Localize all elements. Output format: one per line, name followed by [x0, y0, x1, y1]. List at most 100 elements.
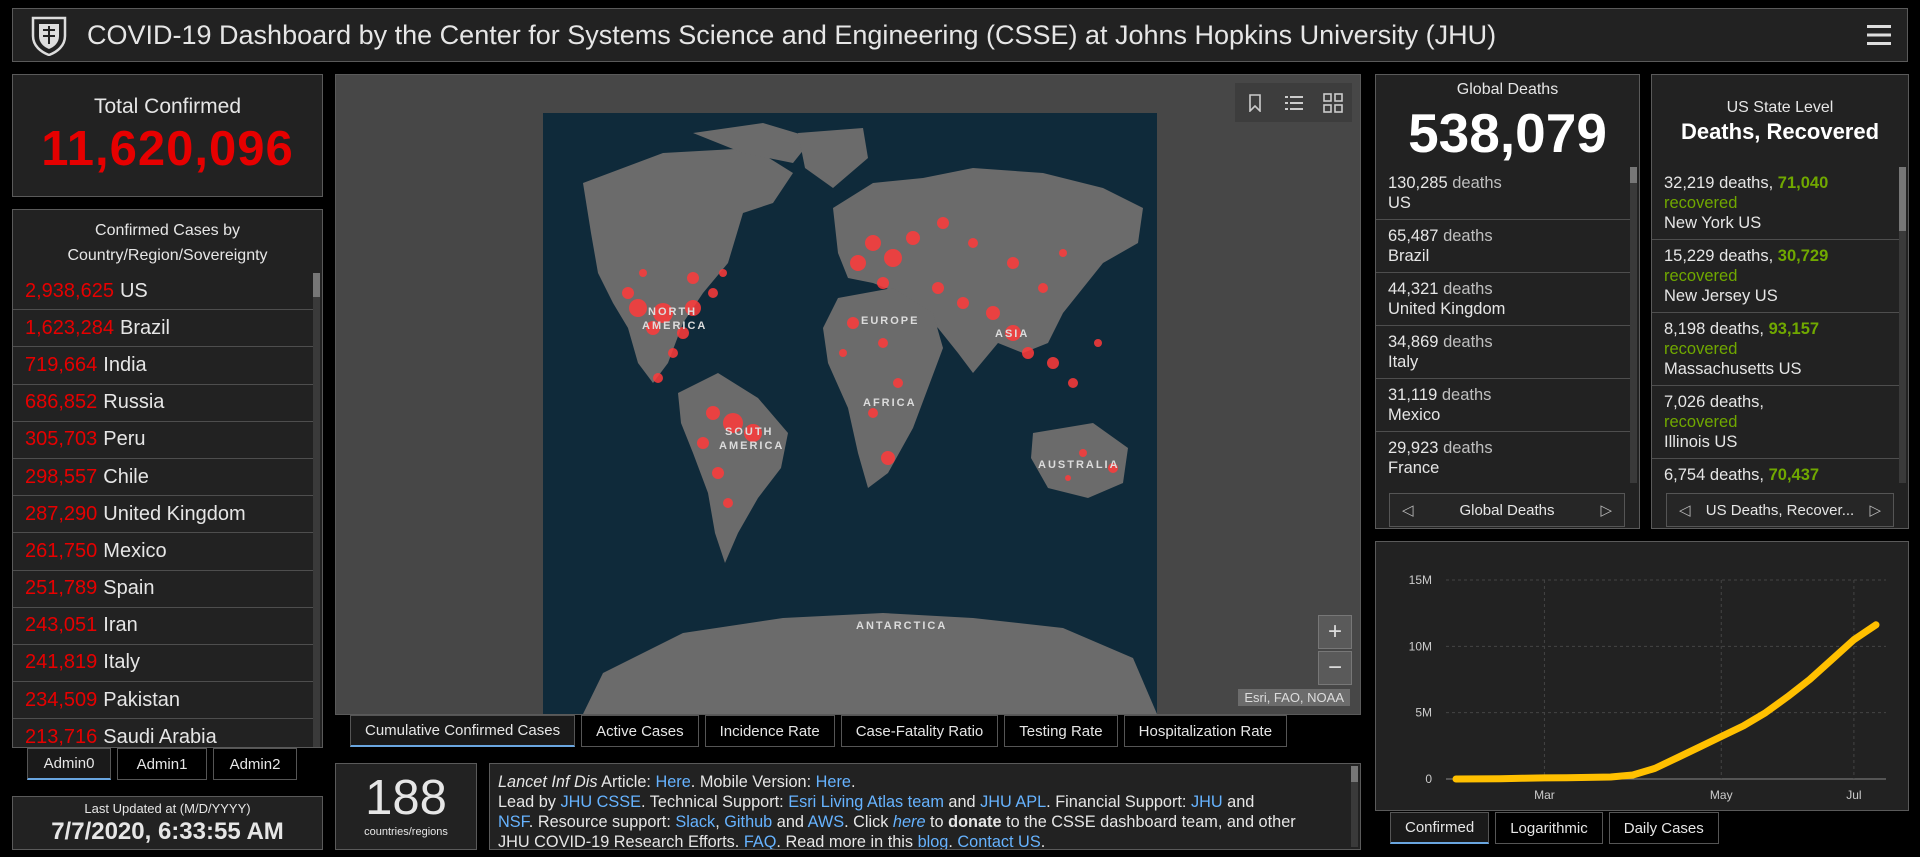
jhu-link[interactable]: JHU — [1190, 793, 1223, 811]
us-death-count: 15,229 — [1664, 247, 1715, 265]
death-location: United Kingdom — [1388, 300, 1506, 318]
us-state-row[interactable]: 8,198 deaths, 93,157 recovered Massachuset… — [1652, 313, 1901, 386]
tab-hospitalization-rate[interactable]: Hospitalization Rate — [1123, 715, 1288, 747]
country-row[interactable]: 213,716 Saudi Arabia — [13, 719, 315, 747]
country-row[interactable]: 305,703 Peru — [13, 422, 315, 459]
basemap-gallery-icon[interactable] — [1313, 83, 1352, 122]
country-confirmed-count: 213,716 — [25, 725, 98, 747]
chevron-right-icon[interactable]: ▷ — [1600, 502, 1612, 519]
death-row[interactable]: 130,285 deaths US — [1376, 167, 1632, 220]
contact-us-link[interactable]: Contact US — [957, 833, 1041, 850]
info-text: Lead by — [498, 793, 561, 811]
faq-link[interactable]: FAQ — [743, 833, 777, 850]
country-row[interactable]: 719,664 India — [13, 347, 315, 385]
hamburger-menu-icon[interactable] — [1865, 21, 1893, 49]
info-scroll-thumb[interactable] — [1351, 766, 1358, 782]
world-map-panel[interactable]: NORTH AMERICA SOUTH AMERICA EUROPE ASIA … — [335, 74, 1361, 715]
jhu-csse-link[interactable]: JHU CSSE — [560, 793, 641, 811]
chevron-right-icon[interactable]: ▷ — [1869, 502, 1881, 519]
death-row[interactable]: 34,869 deaths Italy — [1376, 326, 1632, 379]
info-text: . Technical Support: — [641, 793, 789, 811]
tab-case-fatality-ratio[interactable]: Case-Fatality Ratio — [840, 715, 999, 747]
country-row[interactable]: 234,509 Pakistan — [13, 682, 315, 720]
death-location: Mexico — [1388, 406, 1441, 424]
deaths-word: deaths — [1443, 333, 1493, 351]
us-state-name: New York US — [1664, 214, 1762, 232]
country-row[interactable]: 243,051 Iran — [13, 608, 315, 645]
aws-link[interactable]: AWS — [807, 813, 845, 831]
us-state-label: US State Level — [1726, 99, 1834, 116]
tab-admin2[interactable]: Admin2 — [213, 748, 297, 780]
chevron-left-icon[interactable]: ◁ — [1679, 502, 1691, 519]
us-state-row[interactable]: 7,026 deaths, recovered Illinois US — [1652, 386, 1901, 459]
us-list-scrollbar[interactable] — [1899, 167, 1906, 483]
info-text: . Mobile Version: — [690, 773, 816, 791]
global-deaths-label: Global Deaths — [1456, 81, 1559, 98]
bookmark-icon[interactable] — [1235, 83, 1274, 122]
deaths-list-scrollbar[interactable] — [1630, 167, 1637, 483]
map-toolbar — [1235, 83, 1352, 122]
deaths-word: deaths — [1452, 174, 1502, 192]
donate-here-link[interactable]: here — [892, 813, 926, 831]
country-name: Spain — [103, 577, 155, 600]
nsf-link[interactable]: NSF — [498, 813, 529, 831]
country-row[interactable]: 2,938,625 US — [13, 273, 315, 311]
tab-testing-rate[interactable]: Testing Rate — [1004, 715, 1118, 747]
x-tick-label: Jul — [1846, 788, 1861, 802]
death-row[interactable]: 31,119 deaths Mexico — [1376, 379, 1632, 432]
blog-link[interactable]: blog — [917, 833, 949, 850]
mobile-version-link[interactable]: Here — [815, 773, 851, 791]
tab-incidence-rate[interactable]: Incidence Rate — [704, 715, 835, 747]
country-row[interactable]: 686,852 Russia — [13, 385, 315, 422]
death-count: 29,923 — [1388, 439, 1439, 457]
country-row[interactable]: 1,623,284 Brazil — [13, 310, 315, 348]
confirmed-data-point — [1563, 774, 1570, 781]
death-count: 34,869 — [1388, 333, 1439, 351]
info-line-3: NSF. Resource support: Slack, Github and… — [498, 812, 1352, 832]
tab-cumulative-confirmed[interactable]: Cumulative Confirmed Cases — [350, 715, 576, 747]
y-tick-label: 5M — [1415, 706, 1432, 720]
us-state-row[interactable]: 6,754 deaths, 70,437recovered — [1652, 459, 1901, 483]
country-row[interactable]: 241,819 Italy — [13, 645, 315, 683]
article-link[interactable]: Here — [655, 773, 691, 791]
country-row[interactable]: 251,789 Spain — [13, 571, 315, 608]
world-map[interactable] — [543, 113, 1157, 714]
tab-active-cases[interactable]: Active Cases — [581, 715, 699, 747]
us-scroll-thumb[interactable] — [1899, 167, 1906, 231]
tab-admin1[interactable]: Admin1 — [117, 748, 207, 780]
zoom-in-button[interactable]: + — [1318, 615, 1352, 649]
tab-daily-cases[interactable]: Daily Cases — [1608, 812, 1719, 844]
chevron-left-icon[interactable]: ◁ — [1402, 502, 1414, 519]
us-death-count: 7,026 — [1664, 393, 1706, 411]
map-label-south-america-2: AMERICA — [719, 440, 785, 452]
slack-link[interactable]: Slack — [675, 813, 716, 831]
map-layer-tabbar: Cumulative Confirmed Cases Active Cases … — [350, 715, 1288, 747]
us-state-row[interactable]: 15,229 deaths, 30,729 recovered New Jersey… — [1652, 240, 1901, 313]
deaths-scroll-thumb[interactable] — [1630, 167, 1637, 183]
us-state-row[interactable]: 32,219 deaths, 71,040 recovered New York U… — [1652, 167, 1901, 240]
country-list-scrollbar[interactable] — [313, 273, 320, 747]
zoom-out-button[interactable]: − — [1318, 651, 1352, 685]
us-death-count: 6,754 — [1664, 466, 1706, 483]
confirmed-by-country-panel: Confirmed Cases by Country/Region/Sovere… — [12, 209, 323, 748]
info-text: . — [1040, 833, 1046, 850]
country-list-scroll-thumb[interactable] — [313, 273, 320, 297]
tab-confirmed[interactable]: Confirmed — [1390, 812, 1490, 844]
us-state-name: Massachusetts US — [1664, 360, 1802, 378]
country-row[interactable]: 261,750 Mexico — [13, 533, 315, 571]
confirmed-data-point — [1497, 775, 1504, 782]
info-text: JHU COVID-19 Research Efforts. — [498, 833, 744, 850]
info-scrollbar[interactable] — [1351, 766, 1358, 847]
jhu-apl-link[interactable]: JHU APL — [980, 793, 1047, 811]
death-row[interactable]: 65,487 deaths Brazil — [1376, 220, 1632, 273]
esri-living-atlas-link[interactable]: Esri Living Atlas team — [788, 793, 944, 811]
tab-logarithmic[interactable]: Logarithmic — [1495, 812, 1603, 844]
tab-admin0[interactable]: Admin0 — [27, 748, 111, 780]
country-row[interactable]: 298,557 Chile — [13, 459, 315, 497]
death-row[interactable]: 29,923 deaths France — [1376, 432, 1632, 483]
github-link[interactable]: Github — [724, 813, 773, 831]
legend-list-icon[interactable] — [1274, 83, 1313, 122]
country-row[interactable]: 287,290 United Kingdom — [13, 496, 315, 534]
info-panel: Lancet Inf Dis Article: Here. Mobile Ver… — [489, 763, 1361, 850]
death-row[interactable]: 44,321 deaths United Kingdom — [1376, 273, 1632, 326]
